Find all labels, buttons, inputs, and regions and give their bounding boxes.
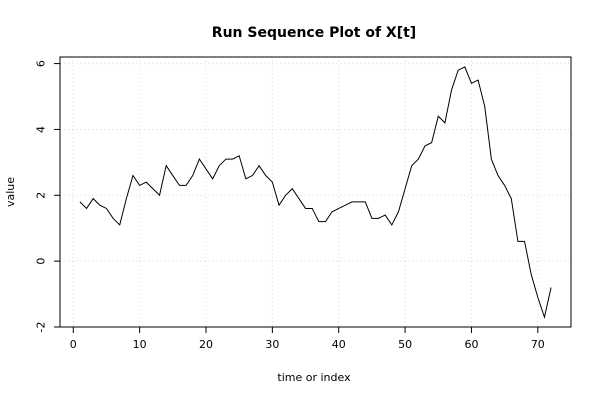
series-line bbox=[79, 66, 552, 319]
y-tick-label: 2 bbox=[35, 192, 48, 199]
x-tick-label: 50 bbox=[398, 338, 412, 351]
y-axis-label: value bbox=[4, 177, 17, 207]
y-tick-label: 0 bbox=[35, 258, 48, 265]
y-tick-label: 6 bbox=[35, 60, 48, 67]
x-tick-label: 40 bbox=[332, 338, 346, 351]
x-axis: 0 10 20 30 40 50 60 70 bbox=[70, 327, 545, 351]
y-tick-label: -2 bbox=[35, 322, 48, 333]
y-axis: -2 0 2 4 6 bbox=[35, 60, 60, 333]
chart-title: Run Sequence Plot of X[t] bbox=[212, 25, 416, 41]
y-tick-label: 4 bbox=[35, 126, 48, 133]
x-tick-label: 30 bbox=[265, 338, 279, 351]
x-tick-label: 20 bbox=[199, 338, 213, 351]
x-tick-label: 70 bbox=[531, 338, 545, 351]
series-layer bbox=[79, 66, 552, 319]
x-tick-label: 0 bbox=[70, 338, 77, 351]
grid-lines bbox=[60, 57, 571, 328]
plot-frame bbox=[59, 56, 572, 328]
x-tick-label: 10 bbox=[133, 338, 147, 351]
x-axis-label: time or index bbox=[277, 371, 351, 384]
x-tick-label: 60 bbox=[464, 338, 478, 351]
